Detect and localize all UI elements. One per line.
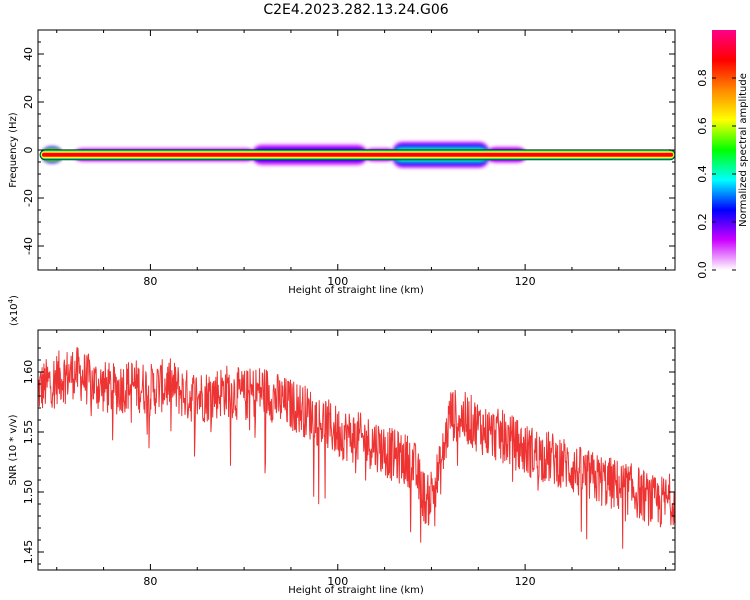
spectrogram-x-tick-label: 100 [327,275,348,288]
colorbar-tick-label: 0.8 [696,69,709,87]
spectrogram-y-tick-label: -20 [22,189,35,207]
colorbar-gradient [712,30,736,270]
chart-title: C2E4.2023.282.13.24.G06 [263,2,448,18]
spectrogram-x-axis-label: Height of straight line (km) [288,285,424,296]
snr-x-tick-label: 100 [327,575,348,588]
spectrogram-y-axis-label: Frequency (Hz) [8,112,19,188]
snr-y-axis-label: SNR (10 * v/v) [8,414,19,485]
heatmap-ridge-core [42,152,674,157]
spectrogram-panel: 80 100 120 -40 -20 0 20 40 Height of straight l… [8,29,676,296]
snr-series-line [38,346,675,549]
spectrogram-x-tick-label: 80 [143,275,157,288]
snr-y-tick-label: 1.55 [22,420,35,445]
spectrogram-heatmap [39,141,676,169]
snr-x-axis-label: Height of straight line (km) [288,585,424,596]
snr-y-tick-label: 1.50 [22,480,35,505]
colorbar-tick-label: 0.2 [696,213,709,231]
spectrogram-y-tick-label: 20 [22,95,35,109]
snr-ticks: 80 100 120 1.45 1.50 1.55 1.60 [22,330,675,588]
spectrogram-y-tick-label: 40 [22,47,35,61]
snr-y-tick-label: 1.60 [22,360,35,385]
snr-frame [37,329,676,571]
colorbar-tick-label: 0.4 [696,165,709,183]
colorbar-ticks: 0.0 0.2 0.4 0.6 0.8 [696,69,736,279]
snr-y-multiplier: (x104) [7,295,20,326]
snr-x-tick-label: 80 [143,575,157,588]
colorbar-tick-label: 0.0 [696,261,709,279]
snr-y-tick-label: 1.45 [22,540,35,565]
spectrogram-x-tick-label: 120 [515,275,536,288]
snr-panel: 80 100 120 1.45 1.50 1.55 1.60 Height of strai… [7,295,676,596]
colorbar-label: Normalized spectral amplitude [738,73,749,227]
spectrogram-y-tick-label: 0 [22,147,35,154]
colorbar: 0.0 0.2 0.4 0.6 0.8 Normalized spectral ampl… [696,30,749,279]
spectrogram-ticks: 80 100 120 -40 -20 0 20 40 [22,30,675,288]
colorbar-tick-label: 0.6 [696,117,709,135]
spectrogram-y-tick-label: -40 [22,237,35,255]
snr-x-tick-label: 120 [515,575,536,588]
